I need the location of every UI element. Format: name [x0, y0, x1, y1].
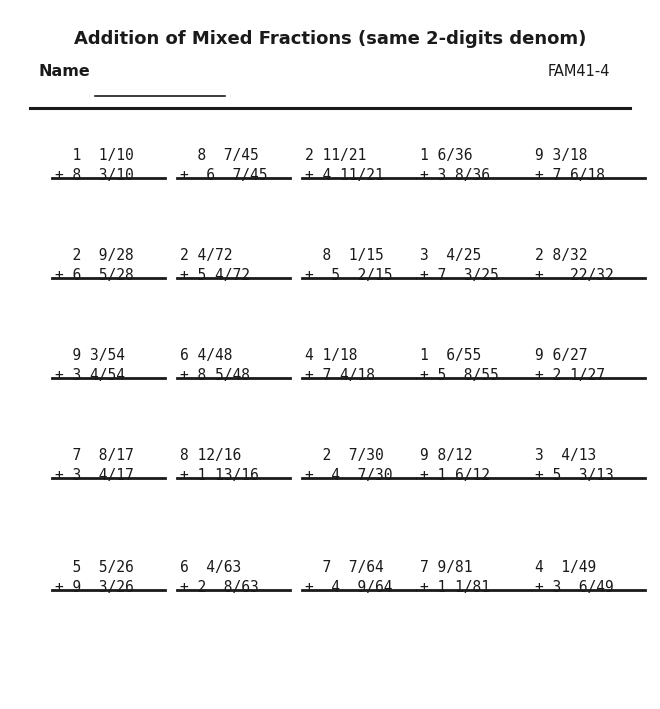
Text: 8  1/15: 8 1/15	[305, 248, 383, 263]
Text: + 3 4/54: + 3 4/54	[55, 368, 125, 383]
Text: + 9  3/26: + 9 3/26	[55, 580, 134, 595]
Text: + 8 5/48: + 8 5/48	[180, 368, 250, 383]
Text: 7 9/81: 7 9/81	[420, 560, 473, 575]
Text: + 6  5/28: + 6 5/28	[55, 268, 134, 283]
Text: + 3  6/49: + 3 6/49	[535, 580, 614, 595]
Text: 6 4/48: 6 4/48	[180, 348, 232, 363]
Text: + 7 6/18: + 7 6/18	[535, 168, 605, 183]
Text: 6  4/63: 6 4/63	[180, 560, 242, 575]
Text: 1 6/36: 1 6/36	[420, 148, 473, 163]
Text: 3  4/13: 3 4/13	[535, 448, 596, 463]
Text: + 2 1/27: + 2 1/27	[535, 368, 605, 383]
Text: +  4  9/64: + 4 9/64	[305, 580, 393, 595]
Text: + 5 4/72: + 5 4/72	[180, 268, 250, 283]
Text: 1  6/55: 1 6/55	[420, 348, 481, 363]
Text: 1  1/10: 1 1/10	[55, 148, 134, 163]
Text: 5  5/26: 5 5/26	[55, 560, 134, 575]
Text: 7  7/64: 7 7/64	[305, 560, 383, 575]
Text: 4 1/18: 4 1/18	[305, 348, 358, 363]
Text: +  5  2/15: + 5 2/15	[305, 268, 393, 283]
Text: +  4  7/30: + 4 7/30	[305, 468, 393, 483]
Text: 2 8/32: 2 8/32	[535, 248, 587, 263]
Text: + 2  8/63: + 2 8/63	[180, 580, 259, 595]
Text: +  6  7/45: + 6 7/45	[180, 168, 267, 183]
Text: Name: Name	[38, 65, 90, 79]
Text: + 3  4/17: + 3 4/17	[55, 468, 134, 483]
Text: 2  7/30: 2 7/30	[305, 448, 383, 463]
Text: 8  7/45: 8 7/45	[180, 148, 259, 163]
Text: + 1 6/12: + 1 6/12	[420, 468, 490, 483]
Text: 9 3/18: 9 3/18	[535, 148, 587, 163]
Text: 3  4/25: 3 4/25	[420, 248, 481, 263]
Text: 8 12/16: 8 12/16	[180, 448, 242, 463]
Text: + 5  3/13: + 5 3/13	[535, 468, 614, 483]
Text: + 8  3/10: + 8 3/10	[55, 168, 134, 183]
Text: + 3 8/36: + 3 8/36	[420, 168, 490, 183]
Text: + 7  3/25: + 7 3/25	[420, 268, 499, 283]
Text: 9 6/27: 9 6/27	[535, 348, 587, 363]
Text: + 4 11/21: + 4 11/21	[305, 168, 383, 183]
Text: 2 4/72: 2 4/72	[180, 248, 232, 263]
Text: Addition of Mixed Fractions (same 2-digits denom): Addition of Mixed Fractions (same 2-digi…	[74, 30, 586, 48]
Text: +   22/32: + 22/32	[535, 268, 614, 283]
Text: FAM41-4: FAM41-4	[548, 65, 610, 79]
Text: 9 3/54: 9 3/54	[55, 348, 125, 363]
Text: + 1 1/81: + 1 1/81	[420, 580, 490, 595]
Text: 2 11/21: 2 11/21	[305, 148, 366, 163]
Text: 7  8/17: 7 8/17	[55, 448, 134, 463]
Text: + 5  8/55: + 5 8/55	[420, 368, 499, 383]
Text: 2  9/28: 2 9/28	[55, 248, 134, 263]
Text: + 1 13/16: + 1 13/16	[180, 468, 259, 483]
Text: + 7 4/18: + 7 4/18	[305, 368, 375, 383]
Text: 4  1/49: 4 1/49	[535, 560, 596, 575]
Text: 9 8/12: 9 8/12	[420, 448, 473, 463]
